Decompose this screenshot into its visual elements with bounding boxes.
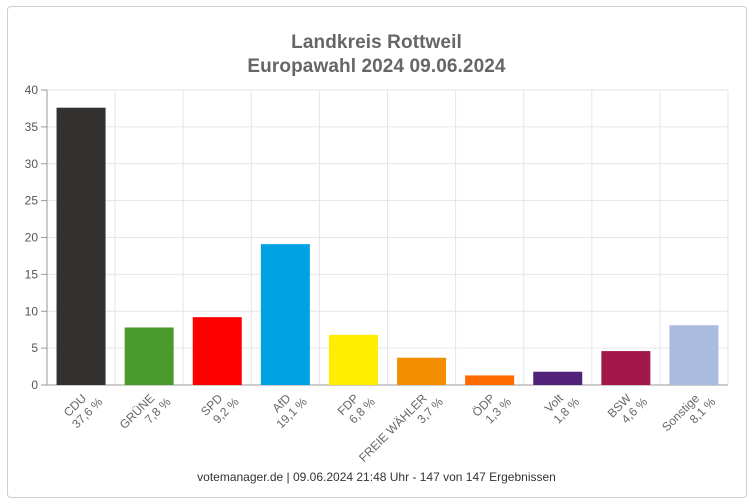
bar-grüne[interactable] (124, 327, 174, 385)
bar-afd[interactable] (260, 244, 310, 385)
footer-source: votemanager.de | 09.06.2024 21:48 Uhr - … (197, 470, 556, 484)
bars (56, 107, 719, 385)
y-tick-label: 25 (25, 194, 39, 208)
chart-title: Landkreis Rottweil (291, 32, 462, 53)
y-tick-label: 40 (25, 83, 39, 97)
bar-ödp[interactable] (465, 375, 515, 385)
bar-freie-wähler[interactable] (397, 357, 447, 385)
y-tick-label: 15 (25, 267, 39, 281)
y-axis-ticks: 0 5 10 15 20 25 30 35 40 (25, 83, 728, 392)
bar-volt[interactable] (533, 371, 583, 385)
y-tick-label: 20 (25, 231, 39, 245)
chart-subtitle: Europawahl 2024 09.06.2024 (247, 56, 506, 77)
y-tick-label: 30 (25, 157, 39, 171)
chart-frame (7, 6, 747, 498)
y-tick-label: 35 (25, 120, 39, 134)
y-tick-label: 10 (25, 304, 39, 318)
bar-sonstige[interactable] (669, 325, 719, 385)
bar-bsw[interactable] (601, 351, 651, 385)
bar-spd[interactable] (192, 317, 242, 385)
bar-cdu[interactable] (56, 107, 106, 385)
bar-fdp[interactable] (328, 334, 378, 385)
y-tick-label: 5 (31, 341, 38, 355)
y-tick-label: 0 (31, 378, 38, 392)
